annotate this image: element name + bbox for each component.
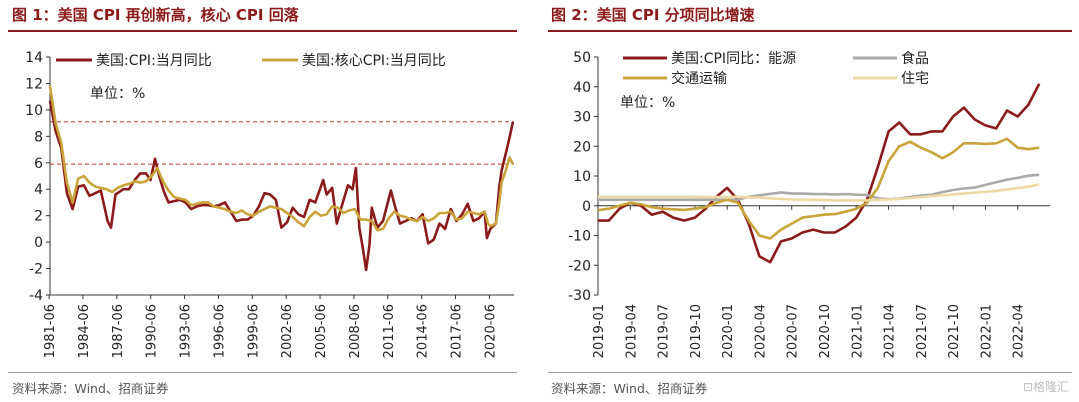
y-tick-label: 6 bbox=[34, 156, 43, 172]
x-tick-label: 1987-06 bbox=[111, 304, 126, 358]
panel-1-title: 图 1：美国 CPI 再创新高，核心 CPI 回落 bbox=[12, 6, 299, 24]
y-tick-label: 10 bbox=[25, 103, 43, 119]
x-tick-label: 2021-04 bbox=[883, 304, 898, 358]
x-tick-label: 2019-04 bbox=[624, 304, 639, 358]
x-tick-label: 2014-06 bbox=[416, 304, 431, 358]
series-line-1 bbox=[48, 100, 515, 272]
unit-note: 单位：% bbox=[620, 95, 675, 111]
chart-2: -30 -20 -10 0 10 20 30 40 50 2019-01 2019-04 2019-0… bbox=[568, 50, 1050, 358]
y-tick-label: 20 bbox=[573, 139, 591, 155]
panel-2-bottom-rule bbox=[548, 372, 1072, 373]
x-tick-label: 1999-06 bbox=[246, 304, 261, 358]
x-tick-label: 2021-10 bbox=[947, 304, 962, 358]
panel-1-bottom-rule bbox=[8, 372, 517, 373]
x-tick-label: 2020-04 bbox=[753, 304, 768, 358]
x-tick-label: 2022-01 bbox=[979, 304, 994, 358]
y-tick-label: 10 bbox=[573, 169, 591, 185]
y-tick-label: 0 bbox=[34, 235, 43, 251]
y-tick-label: 2 bbox=[34, 209, 43, 225]
legend-label-3: 交通运输 bbox=[671, 70, 727, 87]
x-tick-label: 2005-06 bbox=[314, 304, 329, 358]
series-line-1 bbox=[598, 83, 1041, 264]
x-tick-label: 1981-06 bbox=[43, 304, 58, 358]
x-tick-label: 2008-06 bbox=[348, 304, 363, 358]
panel-2-source: 资料来源：Wind、招商证券 bbox=[551, 381, 708, 396]
y-tick-label: 12 bbox=[25, 76, 43, 92]
x-tick-label: 1996-06 bbox=[212, 304, 227, 358]
x-tick-label: 2021-07 bbox=[915, 304, 930, 358]
x-tick-label: 2019-01 bbox=[592, 304, 607, 358]
y-tick-label: 0 bbox=[582, 199, 591, 215]
series-line-2 bbox=[598, 173, 1040, 202]
legend-label-1: 美国:CPI同比：能源 bbox=[671, 51, 796, 67]
chart-1: -4 -2 0 2 4 6 8 10 12 14 1981-06 1984-06 1987-06 1990… bbox=[25, 50, 515, 358]
series-line-3 bbox=[597, 137, 1040, 240]
x-tick-label: 2022-04 bbox=[1012, 304, 1027, 358]
legend-label-1: 美国:CPI:当月同比 bbox=[96, 53, 212, 69]
y-tick-label: 50 bbox=[573, 50, 591, 66]
x-tick-label: 2021-01 bbox=[850, 304, 865, 358]
series-line-2 bbox=[48, 85, 515, 232]
legend-label-2: 美国:核心CPI:当月同比 bbox=[302, 53, 446, 69]
panel-1-source: 资料来源：Wind、招商证券 bbox=[12, 381, 169, 396]
x-tick-label: 2019-10 bbox=[689, 304, 704, 358]
panel-2-title: 图 2：美国 CPI 分项同比增速 bbox=[551, 6, 755, 24]
y-tick-label: -4 bbox=[29, 288, 43, 304]
watermark-logo: ⊡格隆汇 bbox=[1022, 380, 1069, 394]
y-tick-label: -20 bbox=[568, 258, 591, 274]
y-tick-label: 14 bbox=[25, 50, 43, 66]
x-tick-label: 2017-06 bbox=[450, 304, 465, 358]
series-line-4 bbox=[598, 183, 1040, 202]
panel-1-title-rule bbox=[8, 30, 517, 32]
y-tick-label: 30 bbox=[573, 110, 591, 126]
y-tick-label: -10 bbox=[568, 229, 591, 245]
legend-label-4: 住宅 bbox=[901, 71, 929, 87]
y-tick-label: -30 bbox=[568, 288, 591, 304]
x-tick-label: 2020-01 bbox=[721, 304, 736, 358]
x-tick-label: 2002-06 bbox=[280, 304, 295, 358]
y-tick-label: -2 bbox=[29, 262, 43, 278]
legend-label-2: 食品 bbox=[901, 50, 929, 67]
x-tick-label: 2020-07 bbox=[786, 304, 801, 358]
x-tick-label: 2020-06 bbox=[483, 304, 498, 358]
x-tick-label: 2011-06 bbox=[382, 304, 397, 358]
y-tick-label: 4 bbox=[34, 182, 43, 198]
panel-2-title-rule bbox=[548, 30, 1072, 32]
x-tick-label: 2019-07 bbox=[657, 304, 672, 358]
y-tick-label: 40 bbox=[573, 80, 591, 96]
unit-note: 单位：% bbox=[90, 86, 145, 102]
x-tick-label: 2020-10 bbox=[818, 304, 833, 358]
y-tick-label: 8 bbox=[34, 129, 43, 145]
x-tick-label: 1984-06 bbox=[77, 304, 92, 358]
x-tick-label: 1990-06 bbox=[145, 304, 160, 358]
x-tick-label: 1993-06 bbox=[179, 304, 194, 358]
